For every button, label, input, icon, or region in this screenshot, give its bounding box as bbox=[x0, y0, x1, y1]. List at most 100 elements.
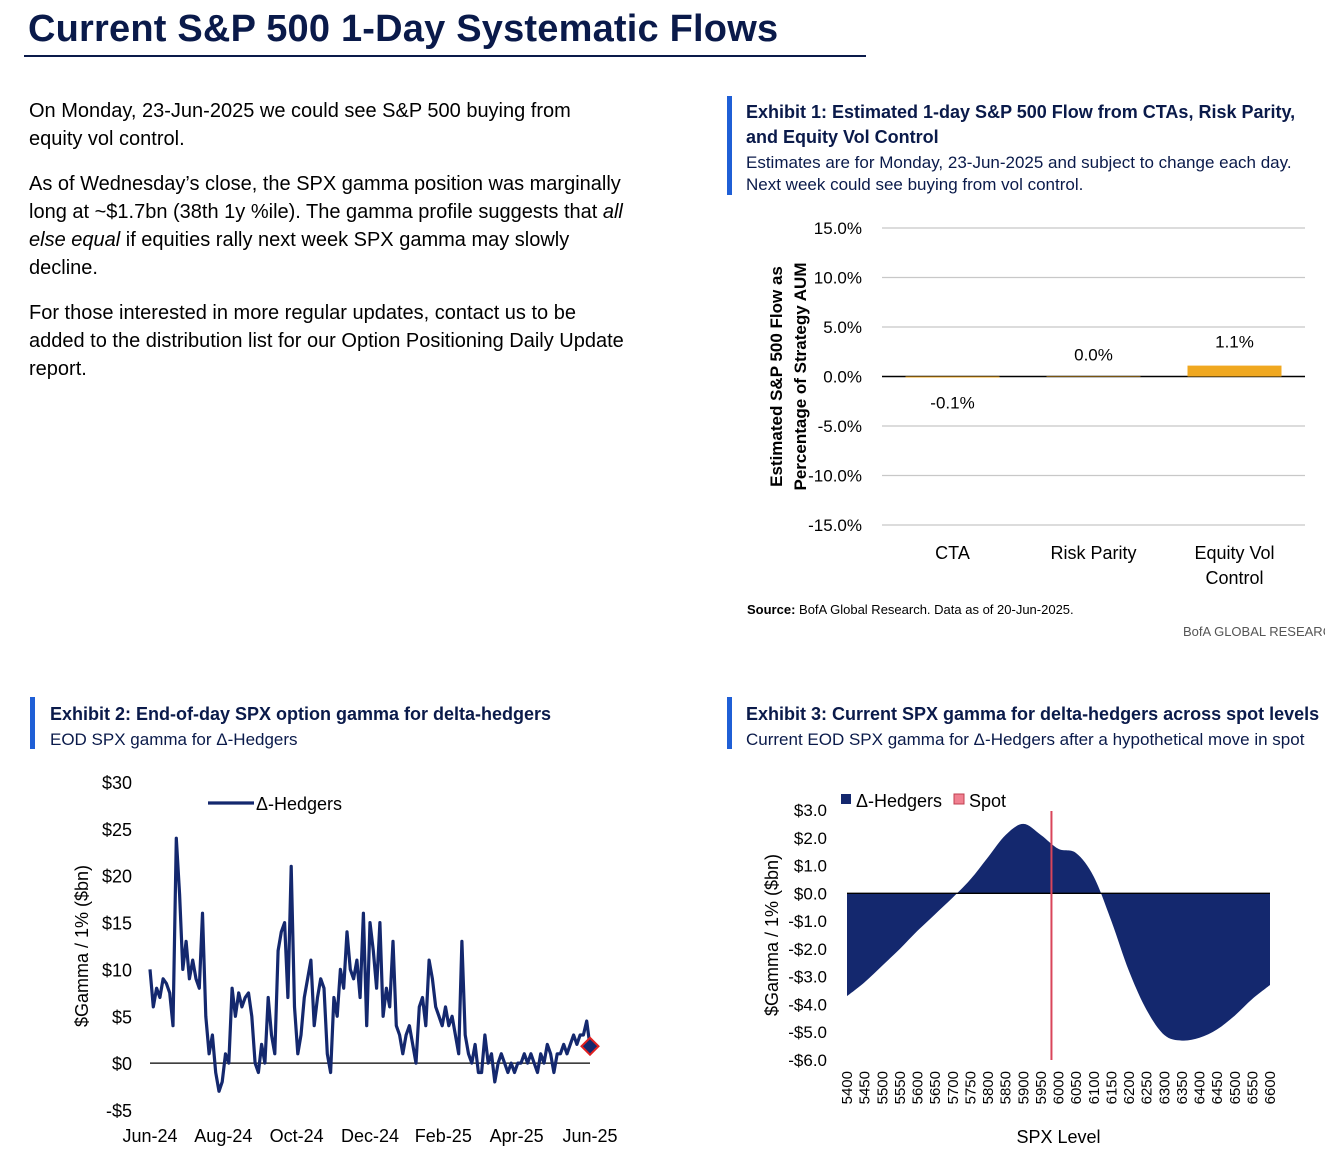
exhibit3-subheading: Current EOD SPX gamma for Δ-Hedgers afte… bbox=[746, 730, 1305, 749]
y-tick-label: -$5.0 bbox=[788, 1023, 827, 1042]
x-tick-label: Aug-24 bbox=[194, 1126, 252, 1146]
x-tick-label: 5450 bbox=[857, 1071, 874, 1104]
title-rule bbox=[24, 55, 866, 57]
x-tick-label: 6500 bbox=[1227, 1071, 1244, 1104]
y-tick-label: $3.0 bbox=[794, 801, 827, 820]
y-tick-label: 5.0% bbox=[823, 318, 862, 337]
category-label: CTA bbox=[935, 543, 970, 563]
y-tick-label: -$1.0 bbox=[788, 912, 827, 931]
exhibit1-accent-bar bbox=[727, 96, 732, 195]
area-delta-hedgers bbox=[847, 823, 1270, 1041]
y-tick-label: 10.0% bbox=[814, 269, 862, 288]
x-tick-label: Oct-24 bbox=[270, 1126, 324, 1146]
x-tick-label: Feb-25 bbox=[415, 1126, 472, 1146]
x-tick-label: Apr-25 bbox=[490, 1126, 544, 1146]
x-tick-label: 6600 bbox=[1262, 1071, 1279, 1104]
x-tick-label: 6100 bbox=[1086, 1071, 1103, 1104]
y-tick-label: $30 bbox=[102, 773, 132, 793]
y-tick-label: -$3.0 bbox=[788, 968, 827, 987]
bar bbox=[1187, 365, 1282, 377]
y-tick-label: -$5 bbox=[106, 1101, 132, 1121]
x-tick-label: 5950 bbox=[1033, 1071, 1050, 1104]
exhibit1-subheading: Estimates are for Monday, 23-Jun-2025 an… bbox=[746, 153, 1292, 194]
x-tick-label: 6150 bbox=[1103, 1071, 1120, 1104]
y-axis-label: $Gamma / 1% ($bn) bbox=[762, 854, 782, 1016]
y-tick-label: $0.0 bbox=[794, 884, 827, 903]
page-title: Current S&P 500 1-Day Systematic Flows bbox=[28, 8, 779, 50]
x-tick-label: Jun-25 bbox=[562, 1126, 617, 1146]
data-label: 1.1% bbox=[1215, 333, 1254, 352]
y-tick-label: -10.0% bbox=[808, 467, 862, 486]
x-axis-label: SPX Level bbox=[1016, 1127, 1100, 1147]
paragraph-3: For those interested in more regular upd… bbox=[29, 302, 624, 380]
x-tick-label: 6350 bbox=[1174, 1071, 1191, 1104]
y-axis-label: Estimated S&P 500 Flow as bbox=[767, 266, 786, 487]
x-tick-label: 6450 bbox=[1209, 1071, 1226, 1104]
category-label: Equity Vol bbox=[1194, 543, 1274, 563]
x-tick-label: 6200 bbox=[1121, 1071, 1138, 1104]
x-tick-label: 6550 bbox=[1244, 1071, 1261, 1104]
x-tick-label: 6250 bbox=[1139, 1071, 1156, 1104]
exhibit2-chart: $30 $25 $20 $15 $10 $5 $0 -$5 Jun-24 Aug-24 Oct-24… bbox=[72, 773, 618, 1146]
exhibit1-heading: Exhibit 1: Estimated 1-day S&P 500 Flow … bbox=[746, 102, 1296, 147]
x-tick-label: 6400 bbox=[1192, 1071, 1209, 1104]
y-axis-label: $Gamma / 1% ($bn) bbox=[72, 865, 92, 1027]
y-tick-label: -15.0% bbox=[808, 516, 862, 535]
exhibit3-chart: $3.0 $2.0 $1.0 $0.0 -$1.0 -$2.0 -$3.0 -$4.0 -$5.… bbox=[762, 791, 1279, 1147]
y-tick-label: $5 bbox=[112, 1007, 132, 1027]
exhibit2-heading: Exhibit 2: End-of-day SPX option gamma f… bbox=[50, 704, 552, 724]
paragraph-1: On Monday, 23-Jun-2025 we could see S&P … bbox=[29, 100, 571, 150]
y-tick-label: 0.0% bbox=[823, 368, 862, 387]
y-tick-label: $10 bbox=[102, 960, 132, 980]
y-tick-label: -$4.0 bbox=[788, 995, 827, 1014]
y-tick-label: $15 bbox=[102, 914, 132, 934]
x-tick-label: 5600 bbox=[910, 1071, 927, 1104]
legend-label: Δ-Hedgers bbox=[856, 791, 942, 811]
y-tick-label: -$6.0 bbox=[788, 1051, 827, 1070]
y-tick-label: $20 bbox=[102, 867, 132, 887]
source-label: Source: bbox=[747, 602, 796, 617]
x-tick-label: 5400 bbox=[839, 1071, 856, 1104]
x-tick-label: 5800 bbox=[980, 1071, 997, 1104]
exhibit1-chart: 15.0% 10.0% 5.0% 0.0% -5.0% -10.0% -15.0% -0.1%… bbox=[767, 219, 1305, 588]
y-tick-label: $1.0 bbox=[794, 857, 827, 876]
legend-label: Δ-Hedgers bbox=[256, 794, 342, 814]
y-tick-label: 15.0% bbox=[814, 219, 862, 238]
y-tick-label: -5.0% bbox=[818, 417, 862, 436]
category-label: Risk Parity bbox=[1050, 543, 1136, 563]
legend-label: Spot bbox=[969, 791, 1006, 811]
y-tick-label: $25 bbox=[102, 820, 132, 840]
x-tick-label: 6000 bbox=[1051, 1071, 1068, 1104]
y-tick-label: $2.0 bbox=[794, 829, 827, 848]
x-tick-label: 5900 bbox=[1015, 1071, 1032, 1104]
category-label: Control bbox=[1205, 568, 1263, 588]
data-label: -0.1% bbox=[930, 393, 974, 412]
legend-swatch-spot bbox=[953, 793, 965, 805]
exhibit3-accent-bar bbox=[727, 697, 732, 749]
series-line-delta-hedgers bbox=[148, 836, 592, 1093]
source-text: BofA Global Research. Data as of 20-Jun-… bbox=[799, 602, 1074, 617]
exhibit2-subheading: EOD SPX gamma for Δ-Hedgers bbox=[50, 730, 298, 749]
x-tick-label: 5750 bbox=[962, 1071, 979, 1104]
x-tick-label: 6050 bbox=[1068, 1071, 1085, 1104]
legend-swatch-delta-hedgers bbox=[841, 794, 851, 804]
exhibit2-accent-bar bbox=[30, 697, 35, 749]
x-tick-label: 5550 bbox=[892, 1071, 909, 1104]
paragraph-2-end: if equities rally next week SPX gamma ma… bbox=[29, 229, 570, 279]
x-tick-label: 5850 bbox=[998, 1071, 1015, 1104]
bar bbox=[905, 376, 1000, 378]
intro-text: On Monday, 23-Jun-2025 we could see S&P … bbox=[29, 97, 629, 400]
x-tick-label: 5500 bbox=[874, 1071, 891, 1104]
x-tick-label: Dec-24 bbox=[341, 1126, 399, 1146]
x-tick-label: 6300 bbox=[1156, 1071, 1173, 1104]
x-tick-label: 5700 bbox=[945, 1071, 962, 1104]
exhibit1-source: Source: BofA Global Research. Data as of… bbox=[747, 602, 1074, 617]
bar bbox=[1046, 376, 1141, 377]
x-tick-label: Jun-24 bbox=[122, 1126, 177, 1146]
paragraph-2-italic: all else equal bbox=[29, 201, 623, 251]
exhibit3-heading: Exhibit 3: Current SPX gamma for delta-h… bbox=[746, 704, 1320, 724]
brand-footer: BofA GLOBAL RESEARCH bbox=[1183, 624, 1325, 639]
latest-value-marker bbox=[580, 1036, 600, 1057]
x-tick-label: 5650 bbox=[927, 1071, 944, 1104]
y-tick-label: -$2.0 bbox=[788, 940, 827, 959]
